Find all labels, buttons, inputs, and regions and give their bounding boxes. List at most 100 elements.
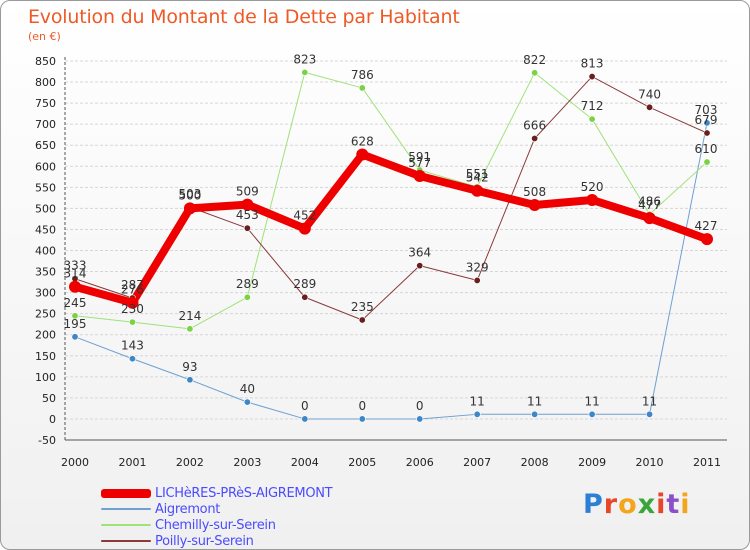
y-tick-label: 450 [35, 223, 56, 236]
data-label: 289 [236, 277, 259, 291]
data-label: 610 [695, 142, 718, 156]
legend-swatch [101, 488, 151, 498]
legend-label: Chemilly-sur-Serein [155, 517, 276, 533]
data-label: 11 [584, 394, 599, 408]
data-point [416, 262, 424, 270]
x-tick-label: 2002 [176, 456, 204, 469]
data-point [71, 312, 79, 320]
data-point [413, 169, 426, 182]
x-tick-label: 2000 [61, 456, 89, 469]
data-point [471, 184, 484, 197]
data-label: 503 [178, 187, 201, 201]
data-label: 0 [358, 399, 366, 413]
y-tick-label: 650 [35, 139, 56, 152]
data-label: 289 [293, 277, 316, 291]
data-point [301, 293, 309, 301]
data-label: 230 [121, 302, 144, 316]
data-label: 143 [121, 339, 144, 353]
data-label: 508 [523, 185, 546, 199]
x-tick-label: 2008 [521, 456, 549, 469]
data-point [71, 333, 79, 341]
chart-title: Evolution du Montant de la Dette par Hab… [28, 6, 460, 28]
logo-letter: P [583, 489, 604, 520]
data-label: 500 [178, 188, 201, 202]
data-label: 509 [236, 185, 259, 199]
data-label: 427 [695, 219, 718, 233]
data-point [128, 355, 136, 363]
x-tick-label: 2009 [578, 456, 606, 469]
data-point [301, 415, 309, 423]
data-label: 314 [64, 267, 87, 281]
data-point [643, 212, 656, 225]
logo-letter: x [637, 489, 657, 520]
data-label: 577 [408, 156, 431, 170]
data-label: 813 [581, 57, 604, 71]
data-point [473, 276, 481, 284]
data-point [183, 202, 196, 215]
data-label: 214 [178, 309, 201, 323]
legend-item: Aigremont [101, 501, 332, 517]
data-label: 591 [408, 150, 431, 164]
y-tick-label: 600 [35, 160, 56, 173]
chart-subtitle: (en €) [28, 30, 61, 43]
x-tick-label: 2011 [693, 456, 721, 469]
logo-letter: t [666, 489, 681, 520]
data-point [588, 410, 596, 418]
data-label: 452 [293, 209, 316, 223]
data-point [126, 296, 139, 309]
data-label: 520 [581, 180, 604, 194]
data-point [243, 293, 251, 301]
legend-item: Chemilly-sur-Serein [101, 517, 332, 533]
data-point [358, 84, 366, 92]
y-tick-label: 150 [35, 350, 56, 363]
data-point [703, 129, 711, 137]
data-point [241, 198, 254, 211]
x-tick-label: 2001 [118, 456, 146, 469]
data-label: 40 [240, 382, 255, 396]
data-point [301, 68, 309, 76]
data-label: 0 [301, 399, 309, 413]
data-label: 786 [351, 68, 374, 82]
data-point [358, 415, 366, 423]
data-point [416, 415, 424, 423]
logo-letter: i [656, 489, 667, 520]
y-tick-label: 400 [35, 245, 56, 258]
legend-swatch [101, 508, 151, 510]
data-label: 542 [466, 171, 489, 185]
y-tick-label: 750 [35, 97, 56, 110]
y-tick-label: 100 [35, 371, 56, 384]
y-tick-label: 700 [35, 118, 56, 131]
x-tick-label: 2006 [406, 456, 434, 469]
proxiti-logo: Proxiti [583, 489, 691, 520]
data-point [473, 410, 481, 418]
data-label: 477 [638, 198, 661, 212]
data-point [186, 325, 194, 333]
data-point [358, 316, 366, 324]
y-tick-label: 550 [35, 181, 56, 194]
data-label: 823 [293, 52, 316, 66]
x-tick-label: 2003 [233, 456, 261, 469]
data-point [701, 233, 713, 246]
data-label: 195 [64, 317, 87, 331]
data-label: 703 [695, 103, 718, 117]
y-tick-label: 350 [35, 266, 56, 279]
data-label: 245 [64, 296, 87, 310]
data-label: 11 [527, 394, 542, 408]
data-point [186, 376, 194, 384]
legend-swatch [101, 540, 151, 542]
data-label: 11 [470, 394, 485, 408]
y-tick-label: 250 [35, 308, 56, 321]
data-point [531, 69, 539, 77]
data-point [531, 134, 539, 142]
data-point [588, 115, 596, 123]
data-label: 93 [182, 360, 197, 374]
y-tick-label: 850 [35, 55, 56, 68]
data-label: 486 [638, 194, 661, 208]
data-label: 666 [523, 118, 546, 132]
logo-letter: o [618, 489, 638, 520]
data-label: 822 [523, 53, 546, 67]
data-point [646, 410, 654, 418]
data-point [531, 410, 539, 418]
